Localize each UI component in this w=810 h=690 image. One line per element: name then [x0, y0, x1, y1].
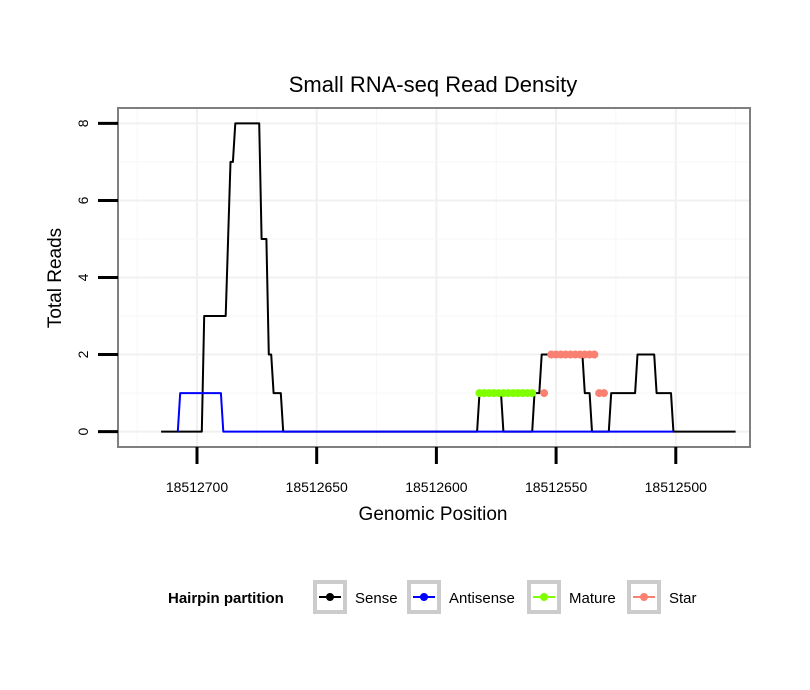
x-tick-label: 18512550	[525, 479, 588, 495]
x-tick-label: 18512500	[645, 479, 708, 495]
legend-key-point	[640, 593, 648, 601]
legend-key-point	[540, 593, 548, 601]
y-tick-label: 8	[75, 119, 91, 127]
legend-key-point	[420, 593, 428, 601]
x-axis-title: Genomic Position	[359, 504, 508, 525]
series-line-antisense	[176, 392, 674, 433]
legend-key-point	[326, 593, 334, 601]
series-layer	[161, 122, 736, 433]
legend-entry-star: Star	[627, 580, 697, 614]
data-point-mature	[528, 389, 537, 398]
legend-entry-mature: Mature	[527, 580, 616, 614]
y-tick-label: 2	[75, 350, 91, 358]
x-tick-label: 18512600	[405, 479, 468, 495]
y-tick-label: 0	[75, 427, 91, 435]
legend-label: Star	[669, 590, 697, 607]
plot-panel	[117, 107, 751, 448]
x-tick-label: 18512650	[286, 479, 349, 495]
data-point-star	[599, 389, 608, 398]
legend-label: Antisense	[449, 590, 515, 607]
y-axis-title: Total Reads	[45, 228, 66, 328]
legend-entry-sense: Sense	[313, 580, 398, 614]
y-tick-label: 4	[75, 273, 91, 281]
legend-label: Sense	[355, 590, 398, 607]
legend-label: Mature	[569, 590, 616, 607]
data-point-star	[540, 389, 549, 398]
x-tick-label: 18512700	[166, 479, 229, 495]
data-point-star	[590, 350, 599, 359]
legend-entry-antisense: Antisense	[407, 580, 515, 614]
axes: 18512700 18512650 18512600 18512550 18512500…	[75, 119, 707, 495]
y-tick-label: 6	[75, 196, 91, 204]
chart-title: Small RNA-seq Read Density	[289, 72, 578, 97]
legend: Hairpin partition Sense Antisense Mature St…	[168, 580, 697, 614]
legend-title: Hairpin partition	[168, 590, 284, 607]
grid-lines	[118, 108, 750, 447]
